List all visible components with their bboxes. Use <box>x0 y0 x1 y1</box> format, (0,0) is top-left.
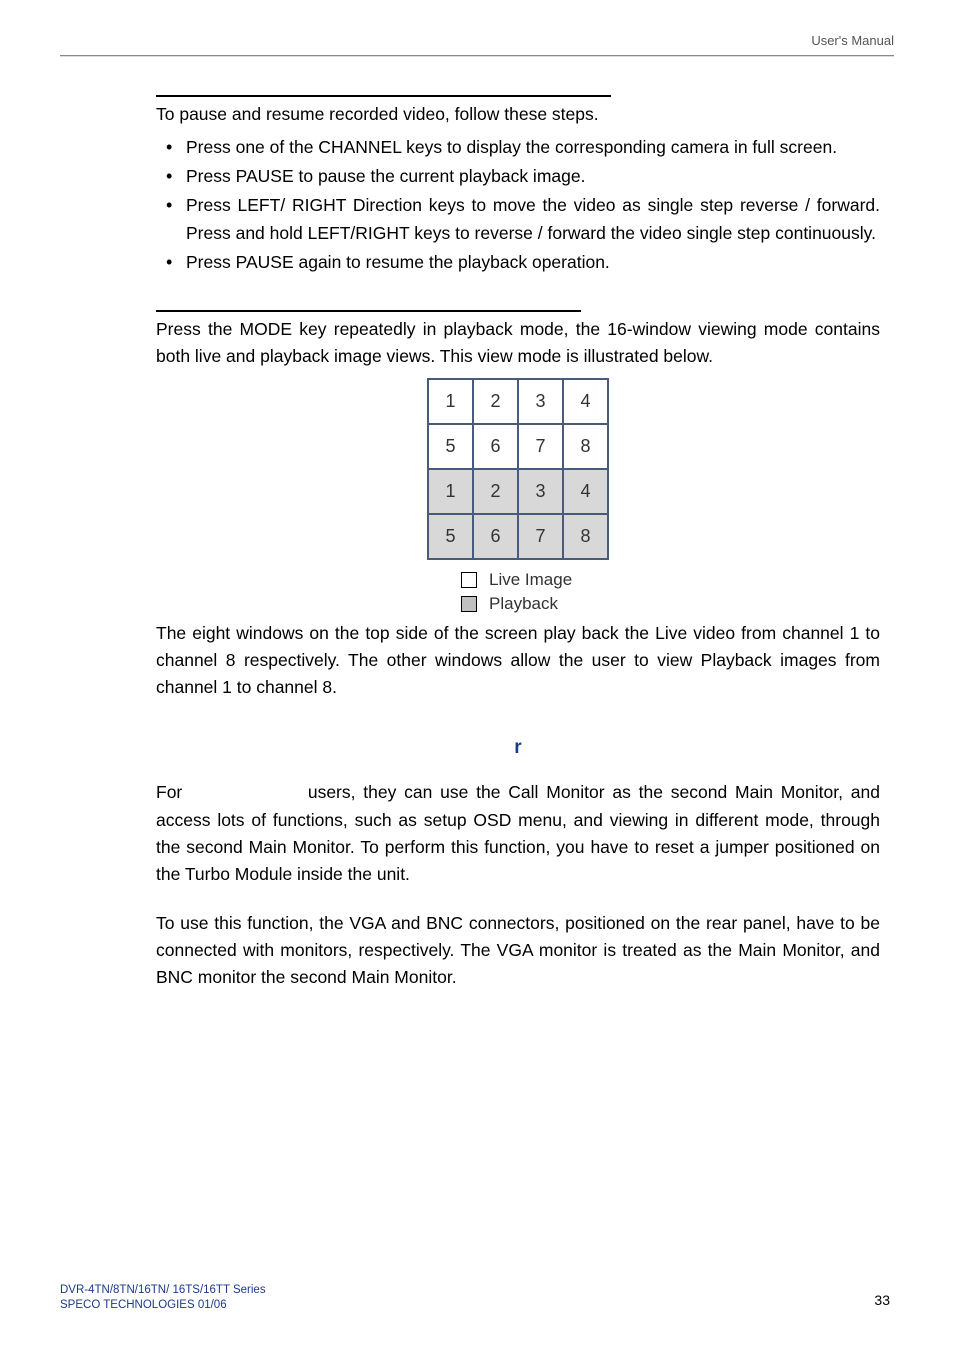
page-number: 33 <box>874 1292 890 1308</box>
list-item: Press one of the CHANNEL keys to display… <box>156 134 880 161</box>
legend-swatch-white <box>461 572 477 588</box>
grid-cell: 4 <box>563 469 608 514</box>
legend-swatch-grey <box>461 596 477 612</box>
grid-cell: 5 <box>428 514 473 559</box>
grid-cell: 2 <box>473 469 518 514</box>
header-rule <box>60 55 894 57</box>
page-content: To pause and resume recorded video, foll… <box>156 95 880 991</box>
footer-line2: SPECO TECHNOLOGIES 01/06 <box>60 1299 227 1311</box>
table-row: 1 2 3 4 <box>428 469 608 514</box>
grid-diagram: 1 2 3 4 5 6 7 8 1 2 3 4 5 6 7 8 <box>156 378 880 560</box>
para1-after: users, they can use the Call Monitor as … <box>156 782 880 883</box>
legend-row-playback: Playback <box>461 594 558 614</box>
grid-cell: 3 <box>518 379 563 424</box>
section-underline-2 <box>156 310 581 312</box>
para1-before: For <box>156 782 182 802</box>
header-right: User's Manual <box>811 33 894 48</box>
section3-para1: For users, they can use the Call Monitor… <box>156 779 880 888</box>
grid-cell: 6 <box>473 514 518 559</box>
section2-intro: Press the MODE key repeatedly in playbac… <box>156 316 880 370</box>
grid-cell: 2 <box>473 379 518 424</box>
section1-intro: To pause and resume recorded video, foll… <box>156 101 880 128</box>
grid-cell: 4 <box>563 379 608 424</box>
legend-label: Playback <box>489 594 558 614</box>
grid-legend: Live Image Playback <box>461 570 880 618</box>
legend-label: Live Image <box>489 570 572 590</box>
legend-row-live: Live Image <box>461 570 572 590</box>
footer-line1: DVR-4TN/8TN/16TN/ 16TS/16TT Series <box>60 1284 266 1296</box>
footer-left: DVR-4TN/8TN/16TN/ 16TS/16TT Series SPECO… <box>60 1283 266 1314</box>
grid-cell: 8 <box>563 514 608 559</box>
table-row: 5 6 7 8 <box>428 514 608 559</box>
grid-cell: 5 <box>428 424 473 469</box>
grid-cell: 1 <box>428 469 473 514</box>
section-underline-1 <box>156 95 611 97</box>
list-item: Press PAUSE again to resume the playback… <box>156 249 880 276</box>
table-row: 5 6 7 8 <box>428 424 608 469</box>
grid-cell: 8 <box>563 424 608 469</box>
grid-cell: 7 <box>518 424 563 469</box>
section3-heading: r <box>156 737 880 759</box>
section1-bullets: Press one of the CHANNEL keys to display… <box>156 134 880 276</box>
grid-cell: 3 <box>518 469 563 514</box>
grid-cell: 1 <box>428 379 473 424</box>
table-row: 1 2 3 4 <box>428 379 608 424</box>
section3-para2: To use this function, the VGA and BNC co… <box>156 910 880 991</box>
view-grid: 1 2 3 4 5 6 7 8 1 2 3 4 5 6 7 8 <box>427 378 609 560</box>
grid-cell: 6 <box>473 424 518 469</box>
section2-after: The eight windows on the top side of the… <box>156 620 880 701</box>
grid-cell: 7 <box>518 514 563 559</box>
list-item: Press PAUSE to pause the current playbac… <box>156 163 880 190</box>
list-item: Press LEFT/ RIGHT Direction keys to move… <box>156 192 880 246</box>
